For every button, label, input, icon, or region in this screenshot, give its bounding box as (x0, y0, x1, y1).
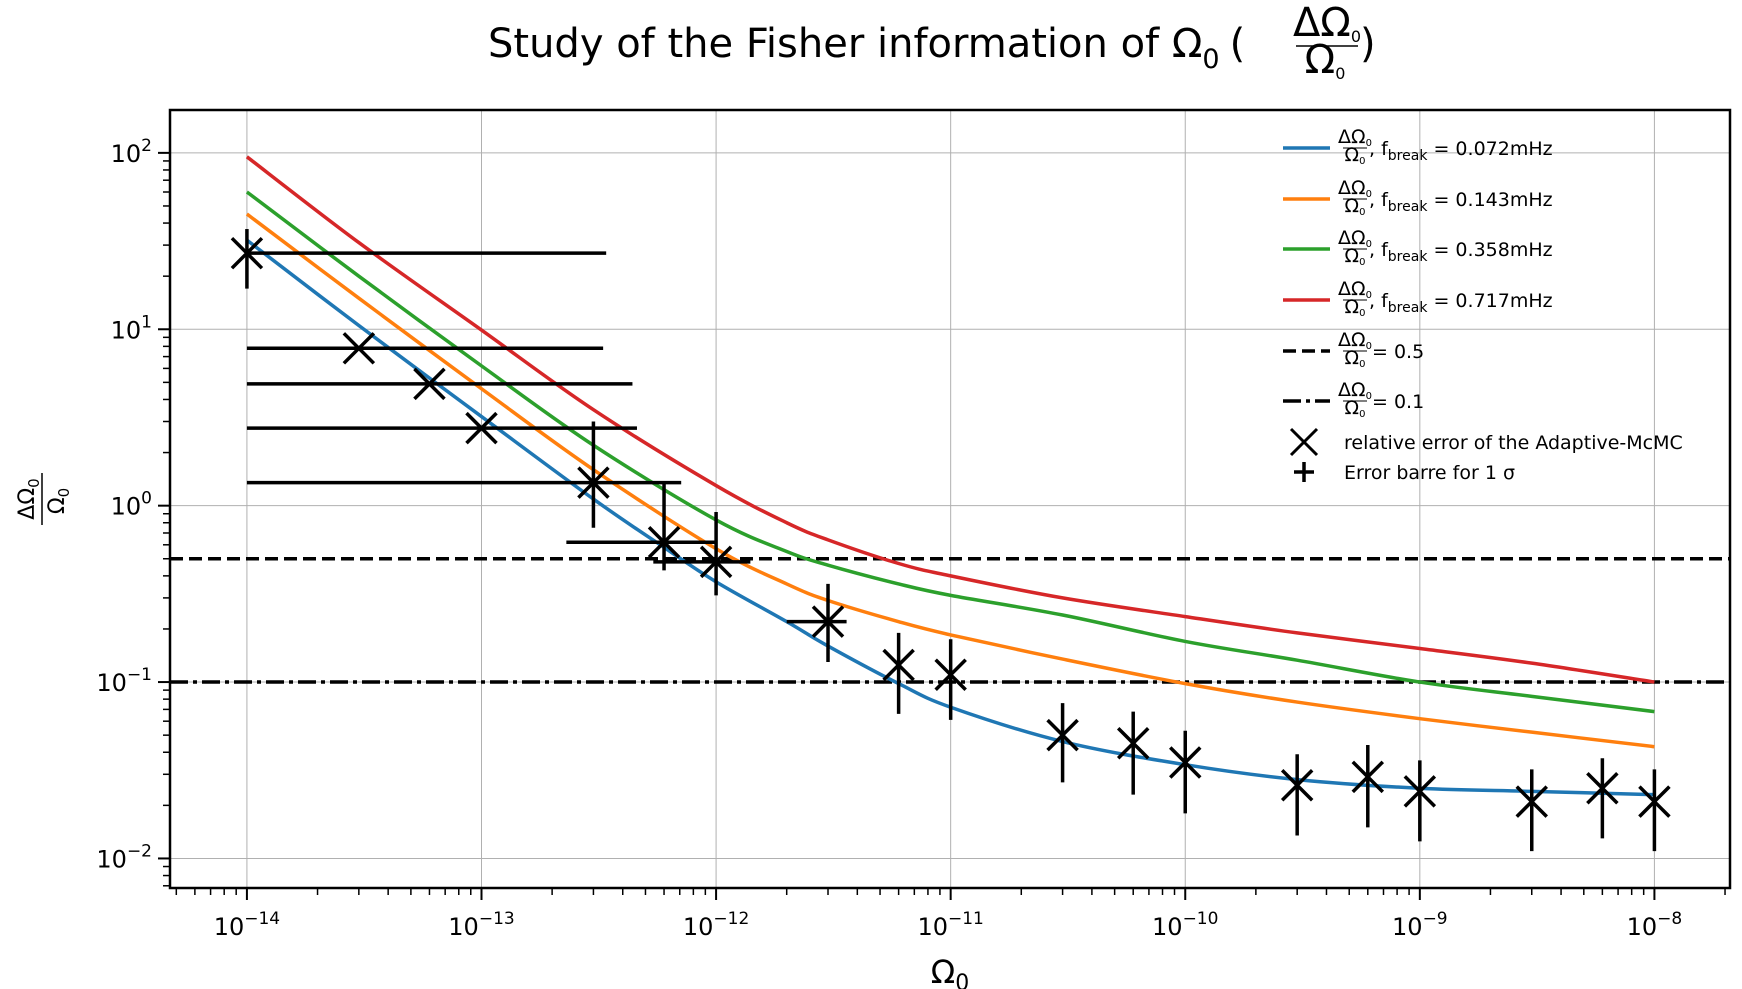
svg-text:Ω0: Ω0 (1345, 144, 1366, 167)
legend-entry-series-0: ΔΩ0 Ω0 , fbreak = 0.072mHz (1283, 126, 1553, 167)
mcmc-x-marker-b-13 (1280, 769, 1314, 802)
mcmc-x-marker-b-11 (1116, 726, 1150, 760)
legend-label-series-3: , fbreak = 0.717mHz (1369, 290, 1553, 316)
mcmc-point-6 (653, 512, 751, 596)
mcmc-x-marker-b-1 (342, 332, 376, 365)
title-fraction-denominator: Ω0 (1305, 37, 1346, 83)
legend-entry-errorbar: Error barre for 1 σ (1294, 462, 1515, 484)
svg-text:ΔΩ0: ΔΩ0 (1338, 278, 1372, 301)
svg-text:Ω0: Ω0 (45, 488, 73, 514)
y-tick-label-0: 102 (111, 136, 152, 168)
legend-label-errorbar: Error barre for 1 σ (1344, 462, 1515, 484)
mcmc-x-marker-b-9 (934, 658, 967, 691)
mcmc-x-marker-b-17 (1586, 772, 1619, 805)
svg-text:ΔΩ0: ΔΩ0 (1338, 379, 1372, 402)
legend-label-threshold-0.1: = 0.1 (1372, 391, 1424, 413)
legend-label-series-2: , fbreak = 0.358mHz (1369, 239, 1553, 265)
legend-label-series-0: , fbreak = 0.072mHz (1369, 138, 1553, 164)
mcmc-point-11 (1116, 711, 1150, 795)
mcmc-point-12 (1169, 730, 1202, 814)
svg-text:Ω0: Ω0 (1345, 397, 1366, 420)
y-axis-label: ΔΩ0 Ω0 (15, 473, 73, 525)
mcmc-point-1 (246, 332, 604, 365)
mcmc-point-9 (934, 639, 967, 720)
legend-plus-marker-icon (1294, 462, 1314, 482)
mcmc-point-5 (566, 482, 717, 571)
x-tick-label-1: 10−13 (448, 909, 514, 941)
svg-text:Ω0: Ω0 (1345, 347, 1366, 370)
mcmc-point-8 (882, 632, 915, 714)
x-tick-label-4: 10−10 (1152, 909, 1218, 941)
legend-entry-threshold-0.5: ΔΩ0 Ω0 = 0.5 (1283, 329, 1424, 370)
axis-ticks: 10−14 10−13 10−12 10−11 10−10 10−9 10−8 102 101 1… (96, 136, 1726, 941)
plot-frame (168, 108, 1732, 890)
mcmc-x-marker-b-2 (413, 367, 446, 401)
mcmc-point-7 (786, 583, 847, 662)
series-line-3 (245, 155, 1655, 684)
mcmc-x-marker-b-14 (1351, 760, 1385, 794)
x-tick-label-3: 10−11 (917, 909, 983, 941)
x-tick-label-5: 10−9 (1392, 909, 1448, 941)
y-tick-label-2: 100 (111, 489, 152, 521)
mcmc-point-13 (1280, 754, 1314, 836)
title-fraction-numerator: ΔΩ0 (1293, 0, 1361, 46)
mcmc-x-marker-b-10 (1046, 718, 1079, 752)
legend-label-threshold-0.5: = 0.5 (1372, 341, 1424, 363)
y-tick-label-3: 10−1 (96, 665, 152, 697)
mcmc-point-14 (1351, 744, 1385, 828)
legend-entry-threshold-0.1: ΔΩ0 Ω0 = 0.1 (1283, 379, 1424, 420)
mcmc-point-10 (1046, 703, 1079, 783)
legend-label-series-1: , fbreak = 0.143mHz (1369, 189, 1553, 215)
mcmc-x-marker-b-6 (699, 545, 733, 579)
legend-entry-series-2: ΔΩ0 Ω0 , fbreak = 0.358mHz (1283, 227, 1553, 268)
mcmc-x-marker-b-16 (1515, 785, 1548, 818)
mcmc-point-0 (230, 229, 607, 289)
mcmc-point-15 (1403, 760, 1437, 842)
series-line-2 (245, 190, 1655, 714)
mcmc-point-2 (246, 367, 633, 401)
svg-text:ΔΩ0: ΔΩ0 (1338, 227, 1372, 250)
mcmc-x-marker-b-0 (230, 236, 264, 270)
legend: ΔΩ0 Ω0 , fbreak = 0.072mHz ΔΩ0 Ω0 , fbre… (1283, 126, 1683, 484)
x-tick-label-0: 10−14 (214, 909, 280, 941)
mcmc-x-marker-b-18 (1638, 785, 1671, 818)
svg-text:Ω0: Ω0 (1345, 296, 1366, 319)
svg-text:ΔΩ0: ΔΩ0 (1338, 177, 1372, 200)
mcmc-x-marker-b-3 (465, 411, 498, 445)
legend-entry-series-1: ΔΩ0 Ω0 , fbreak = 0.143mHz (1283, 177, 1553, 218)
mcmc-point-17 (1586, 758, 1619, 839)
adaptive-mcmc-points (230, 229, 1671, 852)
svg-text:Ω0: Ω0 (1345, 245, 1366, 268)
mcmc-point-4 (246, 421, 682, 528)
mcmc-point-18 (1638, 769, 1671, 852)
svg-text:ΔΩ0: ΔΩ0 (15, 478, 43, 519)
mcmc-x-marker-b-5 (647, 526, 681, 559)
mcmc-x-marker-b-7 (811, 605, 845, 638)
title-close-paren: ) (1360, 21, 1376, 67)
series-line-1 (245, 212, 1655, 749)
mcmc-x-marker-b-15 (1403, 775, 1437, 808)
mcmc-x-marker-b-8 (882, 648, 915, 682)
mcmc-x-marker-b-12 (1169, 746, 1202, 779)
y-tick-label-1: 101 (111, 312, 152, 344)
legend-entry-series-3: ΔΩ0 Ω0 , fbreak = 0.717mHz (1283, 278, 1553, 319)
legend-entry-mcmc: relative error of the Adaptive-McMC (1289, 427, 1683, 457)
y-tick-label-4: 10−2 (96, 841, 152, 873)
legend-label-mcmc: relative error of the Adaptive-McMC (1344, 432, 1683, 454)
svg-text:ΔΩ0: ΔΩ0 (1338, 329, 1372, 352)
legend-x-marker-icon (1289, 427, 1319, 457)
chart-title: Study of the Fisher information of Ω0( (488, 21, 1245, 75)
grid (170, 110, 1730, 888)
x-tick-label-2: 10−12 (683, 909, 749, 941)
x-tick-label-6: 10−8 (1627, 909, 1683, 941)
x-axis-label: Ω0 (931, 953, 969, 989)
mcmc-point-3 (246, 411, 637, 445)
mcmc-x-marker-b-4 (577, 466, 610, 499)
svg-text:ΔΩ0: ΔΩ0 (1338, 126, 1372, 149)
svg-text:Ω0: Ω0 (1345, 195, 1366, 218)
mcmc-point-16 (1515, 769, 1548, 852)
